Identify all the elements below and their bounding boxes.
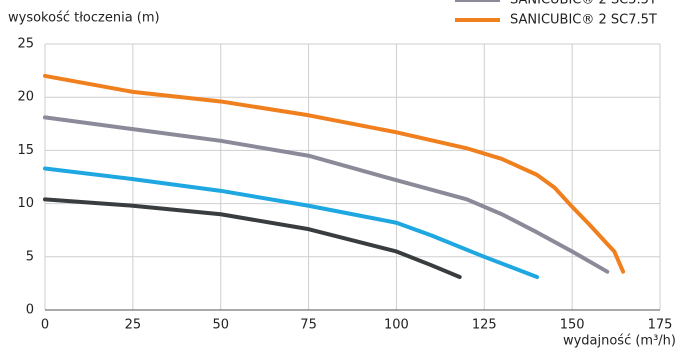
x-tick-label: 175 [648, 318, 673, 333]
y-tick-label: 5 [26, 249, 34, 264]
y-tick-label: 10 [17, 196, 34, 211]
line-series [43, 197, 462, 280]
y-tick-label: 15 [17, 143, 34, 158]
legend-label: SANICUBIC® 2 SC5.5T [510, 0, 657, 8]
legend-label: SANICUBIC® 2 SC7.5T [510, 13, 657, 28]
line-series [43, 73, 626, 274]
x-tick-label: 125 [472, 318, 497, 333]
x-tick-label: 150 [560, 318, 585, 333]
y-tick-label: 20 [17, 90, 34, 105]
y-axis-label: wysokość tłoczenia (m) [8, 11, 160, 26]
x-tick-label: 25 [125, 318, 142, 333]
y-tick-label: 0 [26, 303, 34, 318]
x-tick-label: 75 [300, 318, 317, 333]
y-tick-label: 25 [17, 37, 34, 52]
x-axis-label: wydajność (m³/h) [563, 334, 676, 349]
line-series [43, 115, 610, 274]
x-tick-label: 100 [384, 318, 409, 333]
x-tick-label: 0 [41, 318, 49, 333]
line-series [43, 166, 539, 280]
x-tick-label: 50 [212, 318, 229, 333]
